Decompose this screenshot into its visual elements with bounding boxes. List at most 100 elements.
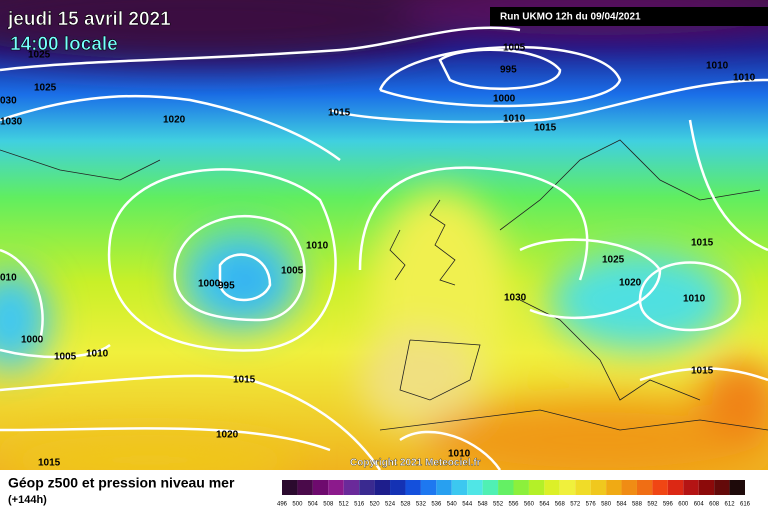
- scale-label: 552: [493, 502, 504, 508]
- scale-label: 516: [354, 502, 365, 508]
- scale-label: 576: [586, 502, 597, 508]
- scale-label: 548: [478, 502, 489, 508]
- scale-label: 596: [663, 502, 674, 508]
- isobar-label: 1000: [198, 279, 221, 290]
- scale-swatch: [559, 480, 576, 495]
- scale-label: 588: [632, 502, 643, 508]
- isobar-label: 995: [218, 281, 235, 292]
- isobar-label: 010: [0, 273, 17, 284]
- scale-swatch: [667, 480, 684, 495]
- scale-swatch: [683, 480, 699, 495]
- scale-label: 508: [323, 502, 334, 508]
- color-scale: 496 500 504 508 512 516 520 524 528 532 536 540 544 5…: [277, 480, 751, 508]
- isobar-label: 1025: [34, 83, 57, 94]
- scale-swatch: [451, 480, 468, 495]
- scale-label: 496: [277, 502, 288, 508]
- isobar-label: 1020: [619, 278, 642, 289]
- isobar-label: 1010: [706, 61, 729, 72]
- scale-swatch: [343, 480, 360, 495]
- scale-label: 568: [555, 502, 566, 508]
- scale-label: 572: [570, 502, 581, 508]
- isobar-label: 1015: [328, 108, 351, 119]
- isobar-label: 1020: [163, 115, 186, 126]
- scale-label: 592: [647, 502, 658, 508]
- map-date: jeudi 15 avril 2021: [7, 9, 171, 30]
- run-info: Run UKMO 12h du 09/04/2021: [500, 12, 641, 23]
- isobars: [0, 26, 768, 471]
- scale-label: 512: [339, 502, 350, 508]
- scale-swatch: [467, 480, 483, 495]
- scale-swatch: [590, 480, 607, 495]
- scale-swatch: [420, 480, 437, 495]
- scale-swatch: [405, 480, 421, 495]
- scale-swatch: [606, 480, 622, 495]
- scale-label: 612: [725, 502, 736, 508]
- scale-swatch: [482, 480, 499, 495]
- map-time: 14:00 locale: [10, 34, 118, 55]
- isobar-label: 1010: [503, 114, 526, 125]
- isobar-label: 1005: [503, 43, 526, 54]
- isobar-label: 1025: [28, 50, 51, 61]
- scale-label: 524: [385, 502, 396, 508]
- isobar-label: 1025: [602, 255, 625, 266]
- isobar-label: 030: [0, 96, 17, 107]
- isobar-label: 1000: [493, 94, 516, 105]
- run-box: [490, 7, 768, 26]
- scale-label: 540: [447, 502, 458, 508]
- scale-swatch: [282, 480, 298, 495]
- isobar-label: 1010: [306, 241, 329, 252]
- scale-label: 604: [694, 502, 705, 508]
- isobar-label: 1010: [448, 449, 471, 460]
- scale-swatch: [498, 480, 514, 495]
- scale-swatch: [714, 480, 730, 495]
- scale-swatch: [729, 480, 745, 495]
- scale-swatch: [390, 480, 406, 495]
- scale-label: 504: [308, 502, 319, 508]
- scale-swatch: [575, 480, 591, 495]
- isobar-label: 1030: [0, 117, 23, 128]
- isobar-label: 1010: [683, 294, 706, 305]
- isobar-label: 1005: [281, 266, 304, 277]
- scale-label: 584: [617, 502, 628, 508]
- scale-swatch: [636, 480, 653, 495]
- scale-label: 556: [508, 502, 519, 508]
- scale-label: 536: [431, 502, 442, 508]
- scale-label: 564: [539, 502, 550, 508]
- scale-swatch: [312, 480, 329, 495]
- scale-swatch: [513, 480, 529, 495]
- scale-swatch: [328, 480, 344, 495]
- scale-swatch: [544, 480, 560, 495]
- isobar-label: 1015: [691, 238, 714, 249]
- scale-label: 560: [524, 502, 535, 508]
- legend-subtitle: (+144h): [8, 494, 47, 506]
- scale-swatch: [359, 480, 375, 495]
- scale-label: 500: [292, 502, 303, 508]
- isobar-label: 1000: [21, 335, 44, 346]
- isobar-label: 1015: [534, 123, 557, 134]
- scale-label: 580: [601, 502, 612, 508]
- scale-swatch: [528, 480, 545, 495]
- isobar-label: 1015: [691, 366, 714, 377]
- isobar-label: 1010: [86, 349, 109, 360]
- isobar-label: 995: [500, 65, 517, 76]
- scale-label: 532: [416, 502, 427, 508]
- scale-swatch: [436, 480, 452, 495]
- coastlines: [0, 139, 768, 431]
- isobar-label: 1005: [54, 352, 77, 363]
- scale-swatch: [374, 480, 391, 495]
- scale-label: 600: [678, 502, 689, 508]
- scale-swatch: [297, 480, 313, 495]
- scale-swatch: [698, 480, 715, 495]
- isobar-label: 1015: [233, 375, 256, 386]
- scale-label: 608: [709, 502, 720, 508]
- isobar-label: 1030: [504, 293, 527, 304]
- isobar-label: 1020: [216, 430, 239, 441]
- scale-label: 528: [400, 502, 411, 508]
- copyright: Copyright 2021 Meteociel.fr: [350, 458, 481, 469]
- scale-label: 520: [370, 502, 381, 508]
- scale-swatch: [621, 480, 637, 495]
- isobar-label: 1015: [38, 458, 61, 469]
